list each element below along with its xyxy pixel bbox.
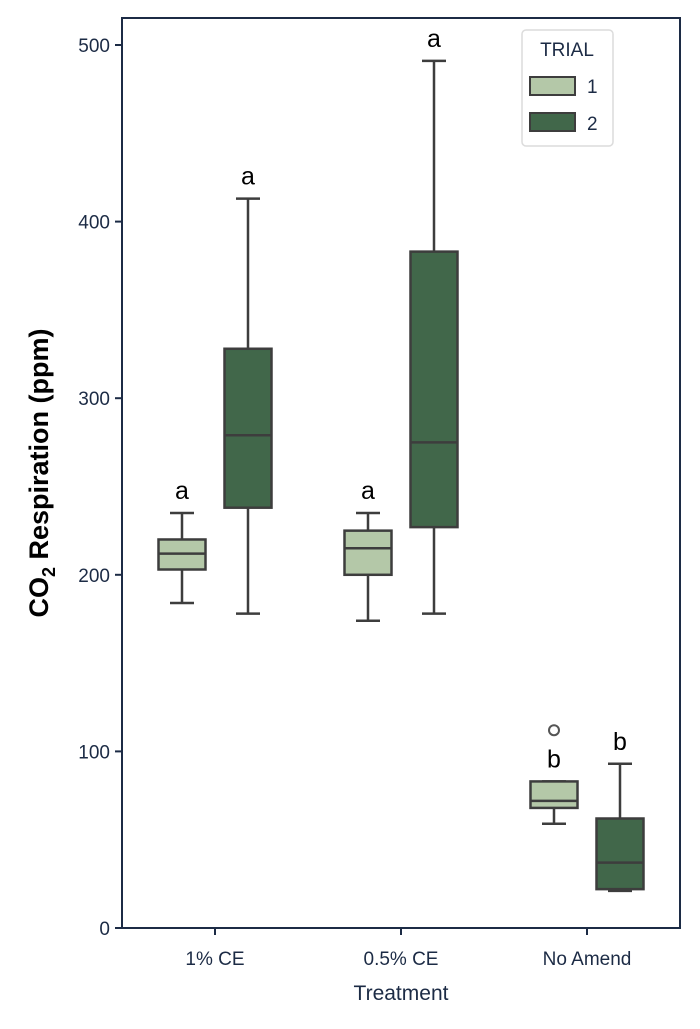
- significance-letter: b: [547, 745, 561, 773]
- significance-letter: a: [361, 477, 375, 505]
- iqr-box: [529, 780, 579, 810]
- box-trial-1: a: [343, 477, 393, 622]
- x-tick-label: No Amend: [543, 949, 632, 970]
- y-tick-label: 300: [78, 389, 110, 410]
- significance-letter: b: [613, 728, 627, 756]
- box-trial-1: b: [529, 724, 579, 826]
- x-tick-label: 1% CE: [185, 949, 244, 970]
- x-tick-label: 0.5% CE: [364, 949, 439, 970]
- y-tick-label: 500: [78, 36, 110, 57]
- legend-label-2: 2: [587, 114, 598, 135]
- legend-label-1: 1: [587, 77, 598, 98]
- legend-swatch-1: [529, 76, 576, 96]
- box-trial-2: a: [409, 25, 459, 615]
- y-tick-label: 400: [78, 213, 110, 234]
- iqr-box: [409, 250, 459, 529]
- iqr-box: [343, 529, 393, 577]
- x-axis-label: Treatment: [354, 982, 449, 1005]
- y-tick-label: 100: [78, 742, 110, 763]
- box-trial-2: a: [223, 163, 273, 615]
- legend: TRIAL 1 2: [521, 29, 614, 147]
- iqr-box: [223, 347, 273, 509]
- y-tick-label: 0: [99, 919, 110, 940]
- significance-letter: a: [175, 477, 189, 505]
- y-tick-label: 200: [78, 566, 110, 587]
- legend-title: TRIAL: [540, 40, 594, 61]
- box-trial-2: b: [595, 728, 645, 893]
- plot-area-frame: [121, 17, 681, 929]
- outlier-point: [548, 724, 560, 737]
- iqr-box: [595, 817, 645, 891]
- box-trial-1: a: [157, 477, 207, 605]
- significance-letter: a: [427, 25, 441, 53]
- legend-swatch-2: [529, 112, 576, 132]
- significance-letter: a: [241, 163, 255, 191]
- y-axis-label: CO2 Respiration (ppm): [24, 328, 59, 617]
